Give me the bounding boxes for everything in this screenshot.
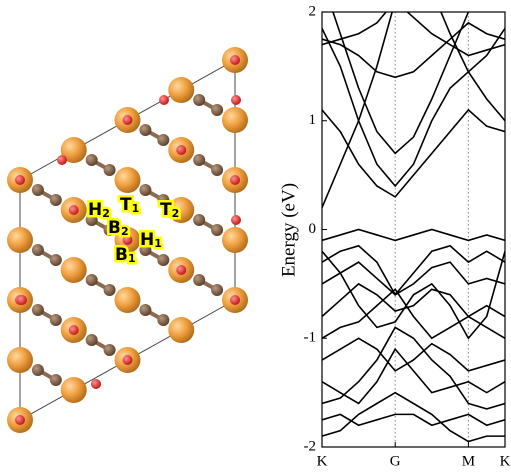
site-index: 2 [172,207,180,220]
gold-atom [115,287,141,313]
site-label: H2 [88,200,110,220]
carbon-atom [193,154,205,166]
carbon-atom [86,274,98,286]
oxygen-atom [159,95,169,105]
oxygen-atom [69,205,79,215]
band-structure: Energy (eV) K G M K 2 1 0 -1 -2 [278,0,510,469]
band-line [322,230,505,241]
oxygen-atom [123,115,133,125]
site-label: B2 [108,218,129,238]
carbon-atom [86,334,98,346]
band-line [322,0,505,208]
gold-atom [7,227,33,253]
gold-atom [168,317,194,343]
gold-atom [61,377,87,403]
site-letter: T [120,195,132,215]
gold-atom [168,77,194,103]
carbon-atom [50,374,62,386]
gold-atom [115,167,141,193]
oxygen-atom [231,95,241,105]
gold-atom [61,257,87,283]
band-line [322,338,505,371]
band-line [322,414,505,425]
site-index: 1 [128,252,136,265]
oxygen-atom [57,155,67,165]
oxygen-atom [230,55,240,65]
band-line [322,0,505,153]
site-index: 1 [132,202,140,215]
y-tick-label: 0 [309,221,317,237]
carbon-atom [193,274,205,286]
gold-atom [222,227,248,253]
oxygen-atom [17,295,27,305]
oxygen-atom [231,215,241,225]
y-axis-label: Energy (eV) [278,183,299,277]
carbon-atom [211,104,223,116]
carbon-atom [139,304,151,316]
band-line [322,246,505,295]
site-label: T1 [120,195,139,215]
site-index: 1 [154,237,162,250]
oxygen-atom [15,175,25,185]
carbon-atom [193,94,205,106]
y-tick-label: 2 [309,3,317,19]
x-tick-label: K [500,453,511,469]
gold-atom [7,347,33,373]
carbon-atom [211,224,223,236]
y-tick-label: 1 [309,112,317,128]
figure: H2T1T2B2H1B1 Energy (eV) KGMK210-1-2 [0,0,511,473]
site-letter: B [115,245,128,265]
carbon-atom [104,284,116,296]
band-line [322,289,505,338]
carbon-atom [50,254,62,266]
oxygen-atom [15,415,25,425]
x-tick-label: M [462,453,475,469]
site-letter: B [108,218,121,238]
carbon-atom [157,134,169,146]
band-line [322,349,505,403]
plot-frame [322,12,505,447]
oxygen-atom [176,265,186,275]
oxygen-atom [91,379,101,389]
site-letter: H [140,230,154,250]
carbon-atom [32,184,44,196]
carbon-atom [104,344,116,356]
band-line [322,393,505,442]
carbon-atom [32,304,44,316]
oxygen-atom [230,175,240,185]
carbon-atom [193,214,205,226]
site-letter: H [88,200,102,220]
carbon-atom [157,314,169,326]
x-tick-label: K [317,453,328,469]
carbon-atom [211,284,223,296]
oxygen-atom [69,325,79,335]
oxygen-atom [123,355,133,365]
carbon-atom [32,364,44,376]
carbon-atom [32,244,44,256]
site-label: H1 [140,230,162,250]
oxygen-atom [176,145,186,155]
carbon-atom [211,164,223,176]
bands [322,0,505,442]
carbon-atom [86,154,98,166]
carbon-atom [139,184,151,196]
site-index: 2 [121,225,129,238]
band-line [322,110,505,197]
carbon-atom [50,194,62,206]
carbon-atom [139,124,151,136]
carbon-atom [104,164,116,176]
x-tick-label: G [390,453,401,469]
site-letter: T [160,200,172,220]
crystal-structure [7,47,248,433]
carbon-atom [50,314,62,326]
y-tick-label: -1 [304,330,317,346]
gold-atom [222,107,248,133]
y-tick-label: -2 [304,438,317,454]
carbon-atom [157,254,169,266]
band-line [322,23,505,77]
oxygen-atom [230,295,240,305]
